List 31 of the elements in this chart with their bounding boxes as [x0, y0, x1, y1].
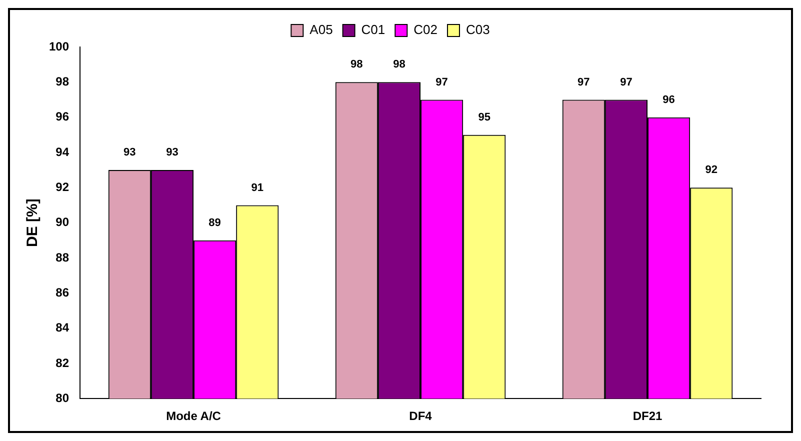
data-label: 92	[705, 164, 718, 176]
data-label: 89	[208, 216, 221, 229]
data-label: 97	[436, 76, 448, 88]
data-label: 93	[124, 146, 136, 159]
data-label: 97	[578, 76, 590, 88]
data-label: 97	[620, 76, 632, 88]
y-tick-label: 86	[56, 285, 70, 300]
y-tick-label: 94	[56, 144, 70, 159]
legend-label: C01	[361, 22, 386, 38]
data-label: 98	[393, 58, 406, 71]
data-label: 91	[251, 182, 264, 194]
y-tick-label: 96	[56, 110, 70, 124]
x-tick-label: DF4	[409, 409, 432, 424]
x-tick-label: Mode A/C	[166, 409, 222, 424]
y-tick-label: 80	[56, 390, 70, 405]
data-label: 93	[166, 146, 178, 159]
legend-label: A05	[310, 22, 333, 38]
legend-label: C03	[466, 22, 490, 38]
y-axis-title: DE [%]	[24, 198, 42, 247]
y-tick-label: 82	[56, 356, 70, 370]
y-tick-label: 90	[56, 215, 70, 230]
y-tick-label: 92	[56, 180, 70, 194]
data-label: 95	[478, 111, 490, 124]
y-tick-label: 98	[56, 74, 70, 88]
data-label: 96	[662, 94, 675, 106]
x-tick-label: DF21	[632, 409, 662, 424]
y-tick-label: 88	[56, 250, 70, 264]
y-tick-label: 100	[48, 39, 70, 54]
data-label: 98	[350, 58, 363, 71]
y-tick-label: 84	[56, 320, 70, 335]
legend-label: C02	[414, 22, 438, 38]
